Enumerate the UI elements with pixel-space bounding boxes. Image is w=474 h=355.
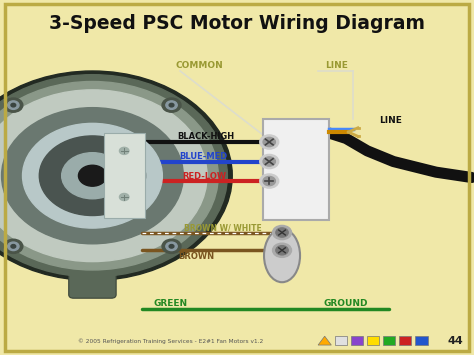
FancyBboxPatch shape: [104, 133, 145, 218]
Circle shape: [0, 81, 218, 270]
Text: BROWN: BROWN: [179, 252, 215, 261]
Circle shape: [260, 135, 279, 149]
Circle shape: [119, 147, 129, 154]
Circle shape: [166, 242, 177, 251]
Text: BLUE-MED: BLUE-MED: [180, 152, 228, 162]
Bar: [383, 336, 395, 345]
Bar: [367, 336, 379, 345]
Bar: [399, 336, 411, 345]
Circle shape: [273, 225, 292, 240]
Text: LINE: LINE: [325, 61, 348, 70]
Text: BLACK-HIGH: BLACK-HIGH: [178, 132, 235, 141]
Bar: [335, 336, 347, 345]
Text: BROWN W/ WHITE: BROWN W/ WHITE: [184, 223, 262, 233]
Circle shape: [39, 136, 146, 215]
Circle shape: [273, 243, 292, 257]
Circle shape: [11, 245, 16, 248]
Circle shape: [276, 246, 288, 255]
Circle shape: [0, 71, 232, 280]
Circle shape: [260, 174, 279, 188]
Circle shape: [119, 193, 129, 201]
Text: GREEN: GREEN: [154, 299, 188, 308]
Circle shape: [62, 153, 123, 199]
Circle shape: [263, 137, 275, 147]
Circle shape: [78, 165, 106, 186]
Circle shape: [11, 103, 16, 107]
Circle shape: [169, 245, 174, 248]
Circle shape: [276, 228, 288, 237]
Circle shape: [169, 103, 174, 107]
Circle shape: [0, 75, 228, 277]
Text: 3-Speed PSC Motor Wiring Diagram: 3-Speed PSC Motor Wiring Diagram: [49, 13, 425, 33]
Bar: [351, 336, 363, 345]
Circle shape: [1, 108, 183, 244]
Circle shape: [263, 157, 275, 166]
Bar: [415, 336, 428, 345]
Circle shape: [23, 123, 162, 228]
Circle shape: [166, 101, 177, 109]
Text: LINE: LINE: [379, 116, 402, 125]
Text: COMMON: COMMON: [175, 61, 223, 70]
Circle shape: [162, 239, 181, 253]
FancyBboxPatch shape: [69, 270, 116, 298]
Circle shape: [0, 90, 207, 262]
Circle shape: [4, 239, 23, 253]
Circle shape: [4, 98, 23, 112]
FancyBboxPatch shape: [263, 119, 329, 220]
Circle shape: [8, 101, 19, 109]
Text: 44: 44: [447, 336, 463, 346]
Circle shape: [263, 176, 275, 186]
Circle shape: [8, 242, 19, 251]
Text: RED-LOW: RED-LOW: [182, 172, 226, 181]
Text: © 2005 Refrigeration Training Services - E2#1 Fan Motors v1.2: © 2005 Refrigeration Training Services -…: [78, 338, 263, 344]
Text: GROUND: GROUND: [324, 299, 368, 308]
Polygon shape: [318, 336, 331, 345]
Ellipse shape: [264, 229, 300, 282]
Circle shape: [260, 154, 279, 169]
Circle shape: [162, 98, 181, 112]
